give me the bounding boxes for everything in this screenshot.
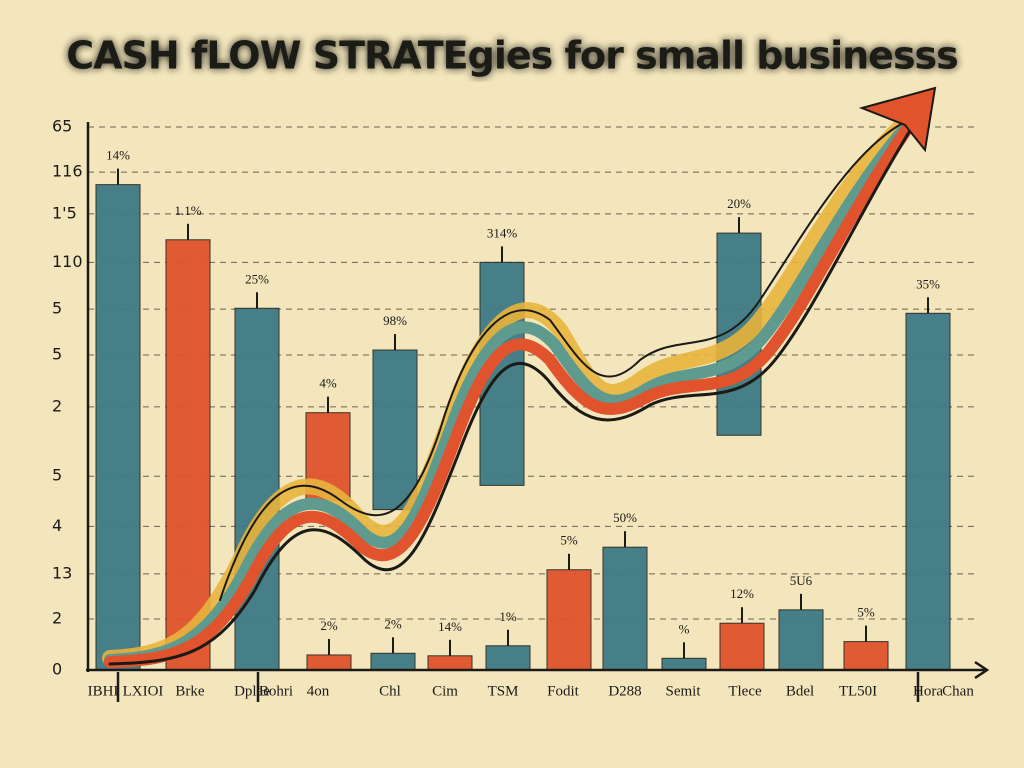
bar: [843, 641, 889, 671]
bar: [546, 569, 592, 671]
bar: [95, 184, 141, 671]
value-label: 5%: [857, 605, 875, 620]
trend-decoration: [102, 86, 937, 668]
y-tick-label: 116: [52, 162, 83, 181]
value-label: 5%: [560, 533, 578, 548]
x-tick-label: IBHI: [88, 683, 119, 699]
value-label: 50%: [613, 510, 637, 525]
x-tick-label: Chl: [379, 683, 401, 699]
x-tick-label: Hora: [913, 683, 943, 699]
y-tick-label: 5: [52, 299, 62, 318]
bar: [165, 239, 211, 671]
value-label: 98%: [383, 313, 407, 328]
bar: [661, 657, 707, 671]
bar: [485, 645, 531, 671]
bar: [306, 654, 352, 671]
bar: [427, 655, 473, 671]
x-tick-label: Dplae: [234, 683, 270, 699]
y-tick-label: 65: [52, 117, 72, 136]
x-tick-label: LXIOI: [123, 683, 164, 699]
y-tick-label: 5: [52, 466, 62, 485]
y-tick-label: 110: [52, 252, 83, 271]
x-tick-label: Cim: [432, 683, 458, 699]
y-tick-label: 1'5: [52, 203, 77, 222]
x-tick-label: Chan: [942, 683, 974, 699]
bar: [778, 609, 824, 671]
value-label: 14%: [438, 619, 462, 634]
y-tick-label: 2: [52, 609, 62, 628]
x-tick-label: 4on: [307, 683, 330, 699]
x-tick-label: Brke: [175, 683, 205, 699]
y-tick-label: 0: [52, 660, 62, 679]
value-label: 1.1%: [174, 203, 201, 218]
value-label: 4%: [319, 376, 337, 391]
value-label: 2%: [320, 618, 338, 633]
chart-title: CASH fLOW STRATEgies for small businesss: [66, 34, 958, 78]
x-tick-label: Bohri: [259, 683, 293, 699]
x-tick-label: TSM: [488, 683, 519, 699]
value-label: 25%: [245, 271, 269, 286]
value-label: 1%: [499, 609, 517, 624]
value-label: 314%: [487, 225, 518, 240]
x-tick-label: Fodit: [547, 683, 580, 699]
value-label: %: [679, 621, 690, 636]
bar: [602, 546, 648, 671]
x-tick-label: Tlece: [728, 683, 762, 699]
value-label: 14%: [106, 148, 130, 163]
value-label: 2%: [384, 616, 402, 631]
x-tick-label: Bdel: [786, 683, 814, 699]
bar: [372, 349, 418, 511]
x-tick-label: Semit: [665, 683, 701, 699]
y-tick-label: 13: [52, 563, 72, 582]
y-tick-label: 4: [52, 516, 62, 535]
x-tick-label: TL50I: [839, 683, 877, 699]
value-label: 12%: [730, 586, 754, 601]
x-tick-label: D288: [608, 683, 641, 699]
bar: [370, 652, 416, 671]
y-tick-label: 2: [52, 396, 62, 415]
y-tick-label: 5: [52, 345, 62, 364]
value-label: 20%: [727, 196, 751, 211]
value-label: 5U6: [790, 573, 813, 588]
axes: [86, 122, 990, 702]
bar: [234, 307, 280, 671]
bar: [719, 622, 765, 671]
value-label: 35%: [916, 276, 940, 291]
bar: [905, 312, 951, 671]
